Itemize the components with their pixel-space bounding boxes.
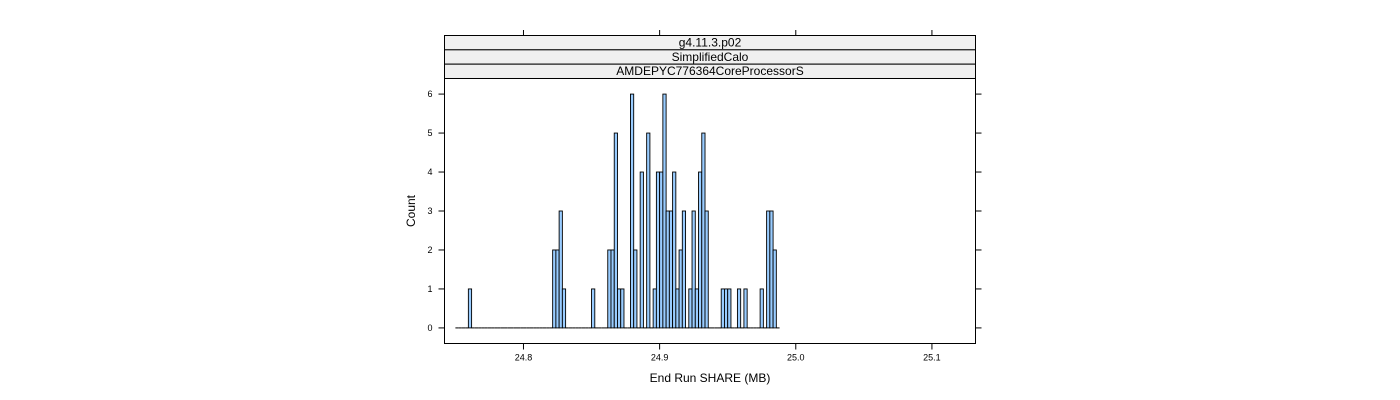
top-axis-ticks xyxy=(522,30,933,36)
y-tick-label: 1 xyxy=(427,284,432,294)
histogram-bar xyxy=(467,288,473,329)
histogram-bar xyxy=(759,288,764,329)
histogram-bar xyxy=(675,288,680,329)
histogram-bar xyxy=(633,249,638,329)
strip-label: g4.11.3.p02 xyxy=(679,36,742,50)
histogram-bar xyxy=(558,210,563,329)
x-axis: 24.8 24.9 25.0 25.1 xyxy=(515,343,941,363)
histogram-bar xyxy=(668,210,674,329)
histogram-bar xyxy=(630,93,635,329)
histogram-bar xyxy=(743,288,748,329)
histogram-bar xyxy=(552,249,557,329)
histogram-bar xyxy=(736,288,742,329)
histogram-bars xyxy=(455,93,780,329)
histogram-bar xyxy=(659,171,664,329)
y-tick-label: 3 xyxy=(427,206,432,216)
histogram-bar xyxy=(727,288,732,329)
histogram-bar xyxy=(772,249,777,329)
histogram-bar xyxy=(665,210,670,329)
x-tick-label: 25.0 xyxy=(787,353,805,363)
histogram-bar xyxy=(646,132,651,329)
histogram-bar xyxy=(591,288,596,329)
plot-panel xyxy=(444,78,976,344)
histogram-bar xyxy=(681,210,687,329)
histogram-bar xyxy=(561,288,567,329)
histogram-bar xyxy=(652,288,657,329)
histogram-bar xyxy=(607,249,612,329)
histogram-bar xyxy=(617,288,622,329)
y-tick-label: 0 xyxy=(427,323,432,333)
x-axis-title: End Run SHARE (MB) xyxy=(650,371,771,385)
histogram-bar xyxy=(662,93,667,329)
histogram-bar xyxy=(639,171,644,329)
y-tick-label: 2 xyxy=(427,245,432,255)
histogram-bar xyxy=(720,288,725,329)
x-tick-label: 24.9 xyxy=(651,353,669,363)
histogram-bar xyxy=(701,132,706,329)
strip-label: AMDEPYC776364CoreProcessorS xyxy=(616,64,803,78)
strip-background xyxy=(444,63,976,79)
strip-label: SimplifiedCalo xyxy=(672,50,749,64)
histogram-bar xyxy=(655,171,661,329)
panel-strips: g4.11.3.p02SimplifiedCaloAMDEPYC776364Co… xyxy=(444,35,976,79)
histogram-bar xyxy=(769,210,774,329)
histogram-bar xyxy=(691,210,696,329)
histogram-bar xyxy=(724,288,729,329)
histogram-bar xyxy=(766,210,771,329)
histogram-bar xyxy=(613,132,618,329)
y-axis: 0 1 2 3 4 5 6 xyxy=(427,89,982,333)
y-tick-label: 4 xyxy=(427,167,432,177)
x-tick-label: 24.8 xyxy=(515,353,533,363)
y-tick-label: 6 xyxy=(427,89,432,99)
histogram-bar xyxy=(678,249,683,329)
histogram-bar xyxy=(555,249,560,329)
x-tick-label: 25.1 xyxy=(923,353,941,363)
histogram-bar xyxy=(620,288,625,329)
histogram-bar xyxy=(672,171,677,329)
histogram-bar xyxy=(694,288,699,329)
y-axis-title: Count xyxy=(404,194,418,227)
histogram-bar xyxy=(610,249,615,329)
histogram-bar xyxy=(704,210,709,329)
y-tick-label: 5 xyxy=(427,128,432,138)
histogram-bar xyxy=(688,288,693,329)
histogram-bar xyxy=(698,171,703,329)
